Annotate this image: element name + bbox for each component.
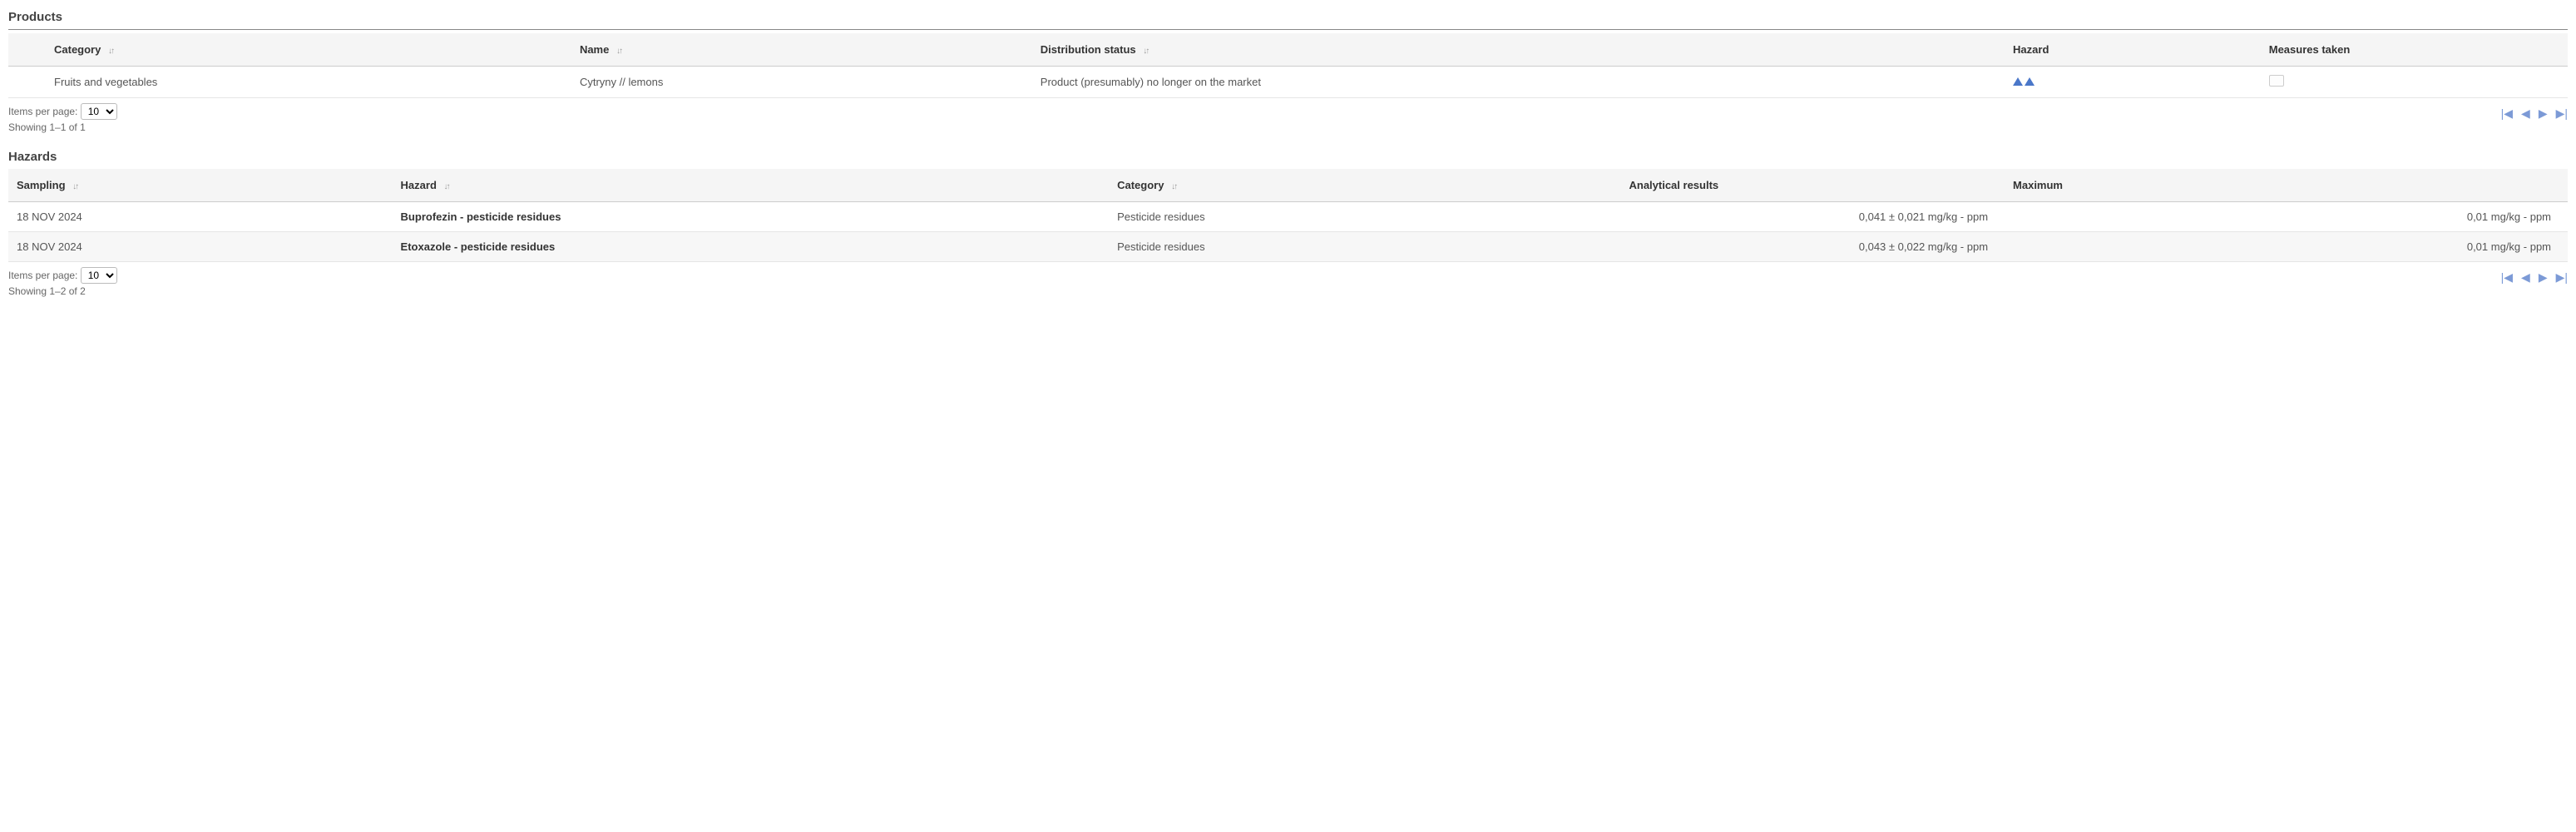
cell-analytical: 0,041 ± 0,021 mg/kg - ppm bbox=[1620, 202, 2005, 232]
items-per-page-label: Items per page: bbox=[8, 106, 77, 117]
table-row: Fruits and vegetablesCytryny // lemonsPr… bbox=[8, 67, 2568, 98]
hazards-pager-right: |◀ ◀ ▶ ▶| bbox=[2501, 267, 2568, 285]
hazard-triangle-icon bbox=[2013, 77, 2023, 86]
cell-name: Cytryny // lemons bbox=[571, 67, 1032, 98]
hazards-pager: Items per page: 10 Showing 1–2 of 2 |◀ ◀… bbox=[8, 267, 2568, 299]
items-per-page-select[interactable]: 10 bbox=[81, 103, 117, 120]
col-category-label: Category bbox=[1117, 179, 1164, 191]
hazards-title: Hazards bbox=[8, 150, 2568, 164]
first-page-icon[interactable]: |◀ bbox=[2501, 106, 2513, 121]
cell-hazard: Etoxazole - pesticide residues bbox=[393, 232, 1110, 262]
products-pager: Items per page: 10 Showing 1–1 of 1 |◀ ◀… bbox=[8, 103, 2568, 135]
cell-sampling: 18 NOV 2024 bbox=[8, 202, 393, 232]
hazards-pager-left: Items per page: 10 Showing 1–2 of 2 bbox=[8, 267, 117, 299]
prev-page-icon[interactable]: ◀ bbox=[2521, 106, 2530, 121]
table-row: 18 NOV 2024Etoxazole - pesticide residue… bbox=[8, 232, 2568, 262]
col-sampling-label: Sampling bbox=[17, 179, 66, 191]
cell-hazard bbox=[2005, 67, 2261, 98]
sort-icon: ↓↑ bbox=[1171, 182, 1176, 191]
products-table: Category ↓↑ Name ↓↑ Distribution status … bbox=[8, 33, 2568, 98]
hazard-triangle-icon bbox=[2025, 77, 2035, 86]
cell-maximum: 0,01 mg/kg - ppm bbox=[2311, 232, 2568, 262]
sort-icon: ↓↑ bbox=[1143, 47, 1148, 56]
cell-maximum: 0,01 mg/kg - ppm bbox=[2311, 202, 2568, 232]
col-hazard-label: Hazard bbox=[401, 179, 437, 191]
cell-maximum-spacer bbox=[2005, 202, 2311, 232]
col-category[interactable]: Category ↓↑ bbox=[8, 33, 571, 67]
col-hazard-label: Hazard bbox=[2013, 43, 2049, 56]
sort-icon: ↓↑ bbox=[108, 47, 113, 56]
col-sampling[interactable]: Sampling ↓↑ bbox=[8, 169, 393, 202]
table-row: 18 NOV 2024Buprofezin - pesticide residu… bbox=[8, 202, 2568, 232]
col-hazard[interactable]: Hazard ↓↑ bbox=[393, 169, 1110, 202]
cell-category: Fruits and vegetables bbox=[8, 67, 571, 98]
col-measures: Measures taken bbox=[2261, 33, 2568, 67]
cell-distribution: Product (presumably) no longer on the ma… bbox=[1032, 67, 2005, 98]
next-page-icon[interactable]: ▶ bbox=[2539, 106, 2548, 121]
cell-measures bbox=[2261, 67, 2568, 98]
cell-maximum-spacer bbox=[2005, 232, 2311, 262]
col-analytical-label: Analytical results bbox=[1629, 179, 1718, 191]
cell-hazard: Buprofezin - pesticide residues bbox=[393, 202, 1110, 232]
products-pager-left: Items per page: 10 Showing 1–1 of 1 bbox=[8, 103, 117, 135]
cell-sampling: 18 NOV 2024 bbox=[8, 232, 393, 262]
col-name-label: Name bbox=[580, 43, 609, 56]
cell-category: Pesticide residues bbox=[1109, 232, 1620, 262]
products-pager-right: |◀ ◀ ▶ ▶| bbox=[2501, 103, 2568, 121]
hazards-table: Sampling ↓↑ Hazard ↓↑ Category ↓↑ Analyt… bbox=[8, 169, 2568, 262]
products-header-row: Category ↓↑ Name ↓↑ Distribution status … bbox=[8, 33, 2568, 67]
col-category[interactable]: Category ↓↑ bbox=[1109, 169, 1620, 202]
items-per-page-select[interactable]: 10 bbox=[81, 267, 117, 284]
col-name[interactable]: Name ↓↑ bbox=[571, 33, 1032, 67]
cell-analytical: 0,043 ± 0,022 mg/kg - ppm bbox=[1620, 232, 2005, 262]
next-page-icon[interactable]: ▶ bbox=[2539, 270, 2548, 285]
col-category-label: Category bbox=[54, 43, 101, 56]
sort-icon: ↓↑ bbox=[616, 47, 621, 56]
col-hazard: Hazard bbox=[2005, 33, 2261, 67]
cell-category: Pesticide residues bbox=[1109, 202, 1620, 232]
showing-text: Showing 1–1 of 1 bbox=[8, 121, 86, 133]
col-distribution[interactable]: Distribution status ↓↑ bbox=[1032, 33, 2005, 67]
col-distribution-label: Distribution status bbox=[1041, 43, 1136, 56]
last-page-icon[interactable]: ▶| bbox=[2556, 106, 2568, 121]
products-title: Products bbox=[8, 10, 2568, 24]
measures-placeholder-icon bbox=[2269, 75, 2284, 87]
hazards-header-row: Sampling ↓↑ Hazard ↓↑ Category ↓↑ Analyt… bbox=[8, 169, 2568, 202]
last-page-icon[interactable]: ▶| bbox=[2556, 270, 2568, 285]
col-maximum: Maximum bbox=[2005, 169, 2311, 202]
sort-icon: ↓↑ bbox=[72, 182, 77, 191]
items-per-page-label: Items per page: bbox=[8, 270, 77, 281]
col-maximum-label: Maximum bbox=[2013, 179, 2063, 191]
col-spacer bbox=[2311, 169, 2568, 202]
first-page-icon[interactable]: |◀ bbox=[2501, 270, 2513, 285]
prev-page-icon[interactable]: ◀ bbox=[2521, 270, 2530, 285]
products-divider bbox=[8, 29, 2568, 30]
sort-icon: ↓↑ bbox=[444, 182, 449, 191]
col-analytical: Analytical results bbox=[1620, 169, 2005, 202]
col-measures-label: Measures taken bbox=[2269, 43, 2351, 56]
showing-text: Showing 1–2 of 2 bbox=[8, 285, 86, 297]
